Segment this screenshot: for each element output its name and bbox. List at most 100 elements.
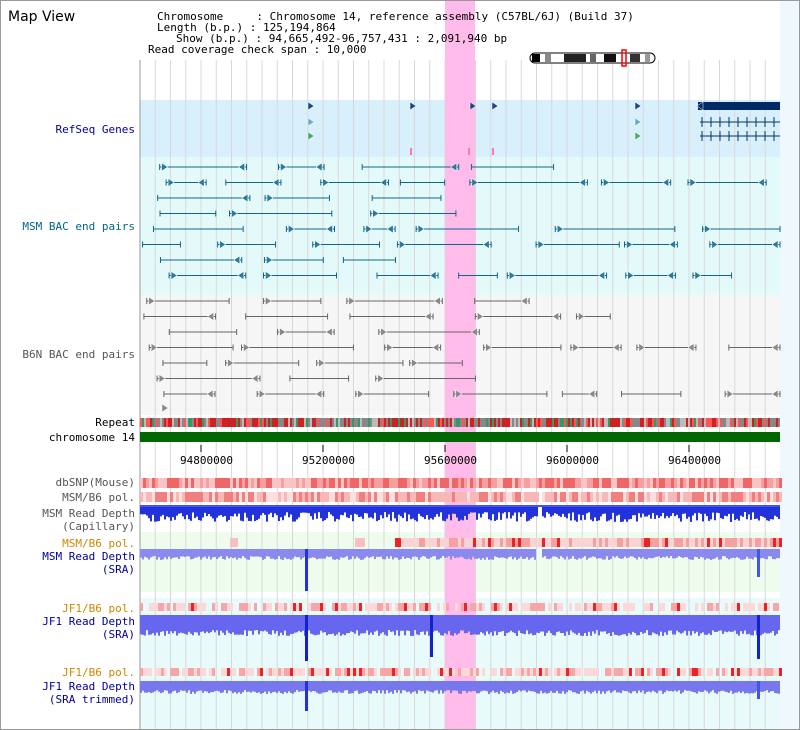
msm-pol-segment bbox=[632, 492, 635, 502]
page-title: Map View bbox=[8, 9, 76, 25]
jf1-depth-trim-bar bbox=[686, 681, 688, 691]
jf1-depth-trim-bar bbox=[560, 681, 562, 694]
msm-pol-segment bbox=[524, 492, 527, 502]
msm-depth-cap-bar bbox=[544, 505, 546, 518]
msm-pol-segment bbox=[299, 492, 302, 502]
msm-depth-sra-bar bbox=[550, 549, 552, 559]
jf1-pol-segment bbox=[140, 603, 143, 611]
jf1-pol-segment bbox=[266, 603, 269, 611]
track-label-msm-depth-sra[interactable]: MSM Read Depth (SRA) bbox=[0, 550, 135, 576]
repeat-segment bbox=[644, 418, 646, 427]
msm-depth-cap-bar bbox=[676, 505, 678, 515]
track-label-jf1-depth-sra[interactable]: JF1 Read Depth (SRA) bbox=[0, 615, 135, 641]
track-label-jf1-b6-pol[interactable]: JF1/B6 pol. bbox=[62, 602, 135, 615]
repeat-segment bbox=[682, 418, 684, 427]
msm-pol-segment bbox=[443, 492, 446, 502]
msm-depth-cap-bar bbox=[656, 505, 658, 516]
jf1-depth-sra-bar bbox=[760, 615, 762, 636]
jf1-pol2-segment bbox=[560, 668, 563, 676]
jf1-depth-sra-bar bbox=[220, 615, 222, 631]
jf1-depth-sra-bar bbox=[164, 615, 166, 636]
msm-depth-cap-bar bbox=[654, 505, 656, 519]
jf1-pol2-segment bbox=[605, 668, 608, 676]
jf1-depth-trim-bar bbox=[592, 681, 594, 693]
jf1-depth-sra-bar bbox=[706, 615, 708, 635]
msm-pol-segment bbox=[725, 492, 728, 502]
dbsnp-segment bbox=[599, 478, 602, 488]
jf1-pol-segment bbox=[290, 603, 293, 611]
msm-pol2-segment bbox=[539, 538, 542, 547]
jf1-depth-trim-bar bbox=[162, 681, 164, 693]
track-label-jf1-depth-trim[interactable]: JF1 Read Depth (SRA trimmed) bbox=[0, 680, 135, 706]
dbsnp-segment bbox=[590, 478, 593, 488]
jf1-depth-trim-bar bbox=[174, 681, 176, 691]
dbsnp-segment bbox=[485, 478, 488, 488]
msm-depth-cap-bar bbox=[360, 505, 362, 517]
repeat-segment bbox=[194, 418, 196, 427]
track-label-refseq[interactable]: RefSeq Genes bbox=[55, 123, 135, 136]
jf1-depth-sra-bar bbox=[332, 615, 334, 634]
repeat-segment bbox=[304, 418, 306, 427]
track-label-msm-depth-cap[interactable]: MSM Read Depth (Capillary) bbox=[0, 507, 135, 533]
msm-depth-cap-bar bbox=[756, 505, 758, 519]
track-label-jf1-b6-pol2[interactable]: JF1/B6 pol. bbox=[62, 666, 135, 679]
jf1-pol2-segment bbox=[665, 668, 668, 676]
jf1-pol-segment bbox=[410, 603, 413, 611]
jf1-depth-sra-bar bbox=[246, 615, 248, 636]
jf1-pol-segment bbox=[596, 603, 599, 611]
jf1-depth-trim-bar bbox=[466, 681, 468, 693]
jf1-depth-sra-bar bbox=[660, 615, 662, 632]
jf1-pol2-segment bbox=[500, 668, 503, 676]
track-label-msm-b6-pol[interactable]: MSM/B6 pol. bbox=[62, 491, 135, 504]
track-label-msm-b6-pol2[interactable]: MSM/B6 pol. bbox=[62, 537, 135, 550]
jf1-pol2-segment bbox=[437, 668, 440, 676]
jf1-pol2-segment bbox=[272, 668, 275, 676]
jf1-pol2-segment bbox=[416, 668, 419, 676]
dbsnp-segment bbox=[542, 478, 545, 488]
msm-depth-sra-bar bbox=[572, 549, 574, 557]
jf1-depth-trim-bar bbox=[292, 681, 294, 694]
msm-depth-cap-bar bbox=[192, 505, 194, 513]
msm-pol2-segment bbox=[569, 538, 572, 547]
msm-depth-sra-bar bbox=[238, 549, 240, 558]
repeat-segment bbox=[580, 418, 582, 427]
dbsnp-segment bbox=[179, 478, 182, 488]
jf1-depth-sra-bar bbox=[178, 615, 180, 634]
repeat-segment bbox=[434, 418, 436, 427]
msm-pol-segment bbox=[476, 492, 479, 502]
dbsnp-segment bbox=[167, 478, 170, 488]
msm-depth-cap-bar bbox=[140, 505, 142, 515]
repeat-segment bbox=[506, 418, 508, 427]
dbsnp-segment bbox=[632, 478, 635, 488]
repeat-segment bbox=[286, 418, 288, 427]
track-label-msm-bac[interactable]: MSM BAC end pairs bbox=[22, 220, 135, 233]
track-label-b6n-bac[interactable]: B6N BAC end pairs bbox=[22, 348, 135, 361]
msm-depth-sra-bar bbox=[532, 549, 534, 558]
msm-depth-sra-bar bbox=[732, 549, 734, 558]
msm-depth-sra-bar bbox=[328, 549, 330, 558]
b6n-bac-marker bbox=[638, 343, 646, 352]
repeat-segment bbox=[412, 418, 414, 427]
repeat-segment bbox=[450, 418, 452, 427]
jf1-depth-trim-bar bbox=[420, 681, 422, 692]
jf1-pol2-segment bbox=[593, 668, 596, 676]
msm-depth-cap-bar bbox=[242, 505, 244, 522]
dbsnp-segment bbox=[197, 478, 200, 488]
jf1-depth-trim-bar bbox=[298, 681, 300, 692]
b6n-bac-marker bbox=[520, 296, 528, 306]
repeat-segment bbox=[622, 418, 624, 427]
msm-depth-sra-bar bbox=[530, 549, 532, 559]
repeat-segment bbox=[186, 418, 188, 427]
track-label-dbsnp[interactable]: dbSNP(Mouse) bbox=[55, 476, 135, 489]
b6n-bac-marker bbox=[380, 327, 388, 337]
msm-pol2-segment bbox=[542, 538, 545, 547]
msm-depth-cap-bar bbox=[628, 505, 630, 520]
repeat-segment bbox=[590, 418, 592, 427]
msm-depth-sra-bar bbox=[182, 549, 184, 557]
msm-pol-segment bbox=[602, 492, 605, 502]
msm-depth-cap-bar bbox=[414, 505, 416, 521]
jf1-pol2-segment bbox=[542, 668, 545, 676]
jf1-depth-sra-bar bbox=[522, 615, 524, 634]
msm-depth-cap-bar bbox=[638, 505, 640, 514]
